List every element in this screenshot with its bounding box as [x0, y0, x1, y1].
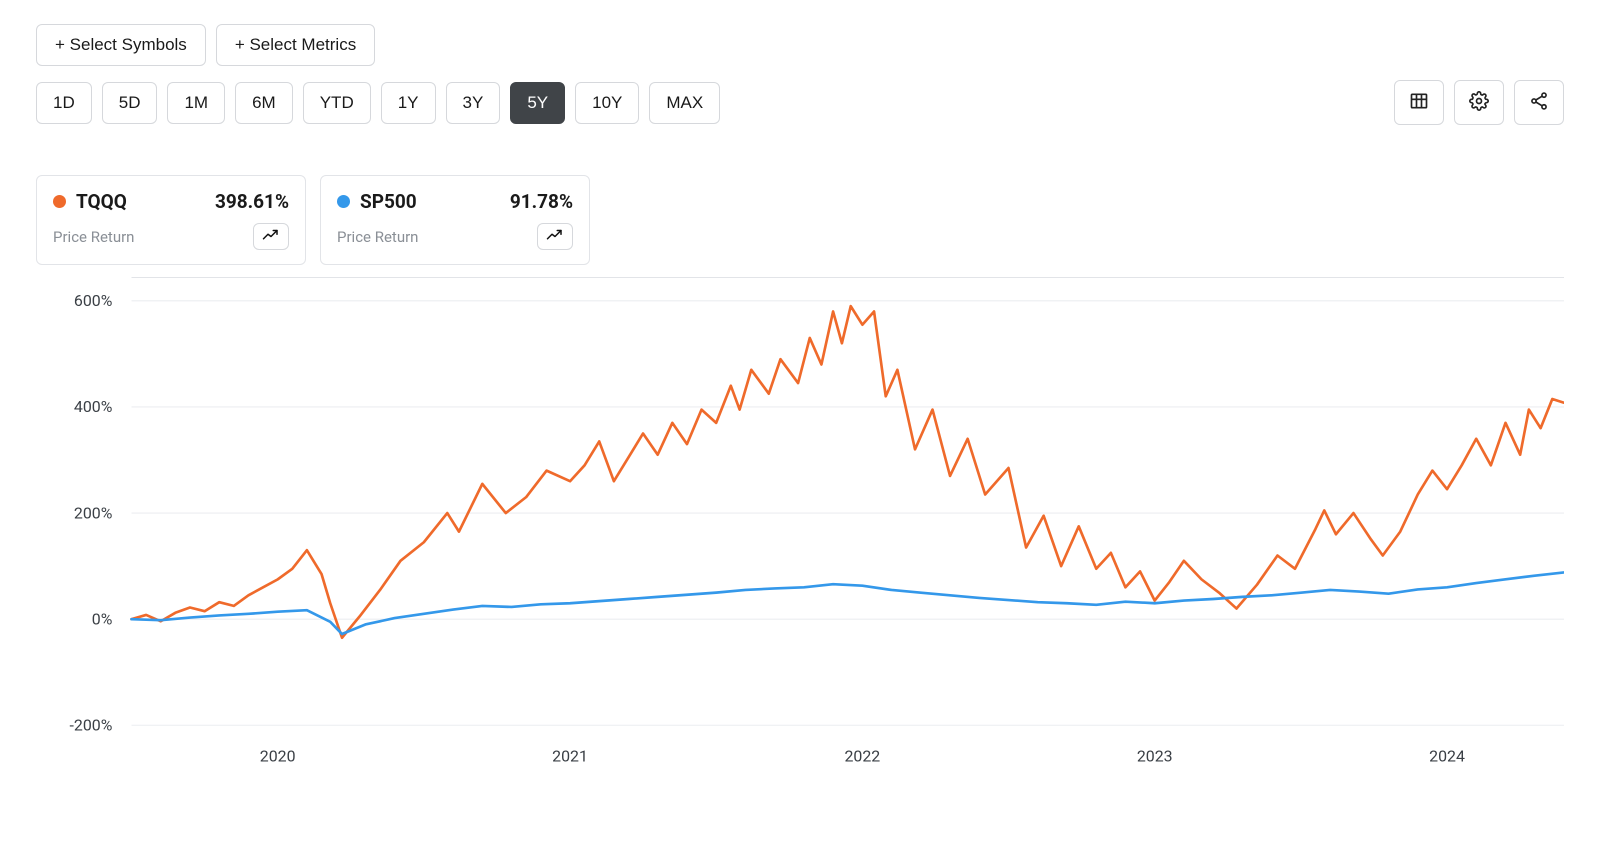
trend-button[interactable]: [537, 223, 573, 250]
series-dot-icon: [53, 195, 66, 208]
range-btn-ytd[interactable]: YTD: [303, 82, 371, 124]
legend-value: 91.78%: [510, 190, 573, 213]
legend-metric-label: Price Return: [53, 228, 134, 246]
range-btn-6m[interactable]: 6M: [235, 82, 293, 124]
x-tick-label: 2022: [844, 746, 880, 765]
chart: -200% 0% 200% 400% 600% 2020 2021 2022 2023 2024: [36, 269, 1564, 789]
range-btn-5d[interactable]: 5D: [102, 82, 158, 124]
selector-row: + Select Symbols + Select Metrics: [36, 24, 1564, 66]
range-btn-1m[interactable]: 1M: [167, 82, 225, 124]
range-btn-1d[interactable]: 1D: [36, 82, 92, 124]
y-tick-label: 200%: [74, 503, 112, 522]
range-btn-5y[interactable]: 5Y: [510, 82, 565, 124]
legend-value: 398.61%: [215, 190, 289, 213]
range-btn-3y[interactable]: 3Y: [446, 82, 501, 124]
share-icon: [1529, 91, 1549, 114]
legend-symbol-label: TQQQ: [76, 190, 127, 213]
legend-top: SP500 91.78%: [337, 190, 573, 213]
x-tick-label: 2024: [1429, 746, 1465, 765]
gear-button[interactable]: [1454, 80, 1504, 125]
chart-wrapper: -200% 0% 200% 400% 600% 2020 2021 2022 2023 2024: [36, 269, 1564, 789]
legend-top: TQQQ 398.61%: [53, 190, 289, 213]
y-tick-label: 400%: [74, 397, 112, 416]
legend-bottom: Price Return: [337, 223, 573, 250]
gear-icon: [1469, 91, 1489, 114]
trend-up-icon: [262, 228, 280, 245]
x-tick-label: 2021: [552, 746, 588, 765]
legend-row: TQQQ 398.61% Price Return SP500 91.78% Price …: [36, 175, 1564, 265]
range-btn-10y[interactable]: 10Y: [575, 82, 639, 124]
trend-button[interactable]: [253, 223, 289, 250]
table-icon: [1409, 91, 1429, 114]
range-btn-max[interactable]: MAX: [649, 82, 720, 124]
legend-card-sp500[interactable]: SP500 91.78% Price Return: [320, 175, 590, 265]
x-tick-label: 2023: [1137, 746, 1173, 765]
select-symbols-button[interactable]: + Select Symbols: [36, 24, 206, 66]
legend-symbol-label: SP500: [360, 190, 417, 213]
range-btn-1y[interactable]: 1Y: [381, 82, 436, 124]
legend-symbol: SP500: [337, 190, 417, 213]
legend-card-tqqq[interactable]: TQQQ 398.61% Price Return: [36, 175, 306, 265]
share-button[interactable]: [1514, 80, 1564, 125]
trend-up-icon: [546, 228, 564, 245]
series-line-sp500: [131, 572, 1563, 634]
y-tick-label: 0%: [92, 609, 113, 628]
select-metrics-button[interactable]: + Select Metrics: [216, 24, 375, 66]
range-row: 1D5D1M6MYTD1Y3Y5Y10YMAX: [36, 80, 1564, 125]
series-line-tqqq: [131, 306, 1563, 638]
legend-bottom: Price Return: [53, 223, 289, 250]
table-button[interactable]: [1394, 80, 1444, 125]
legend-metric-label: Price Return: [337, 228, 418, 246]
series-dot-icon: [337, 195, 350, 208]
legend-symbol: TQQQ: [53, 190, 127, 213]
x-tick-label: 2020: [260, 746, 296, 765]
y-tick-label: -200%: [70, 716, 113, 735]
y-tick-label: 600%: [74, 291, 112, 310]
